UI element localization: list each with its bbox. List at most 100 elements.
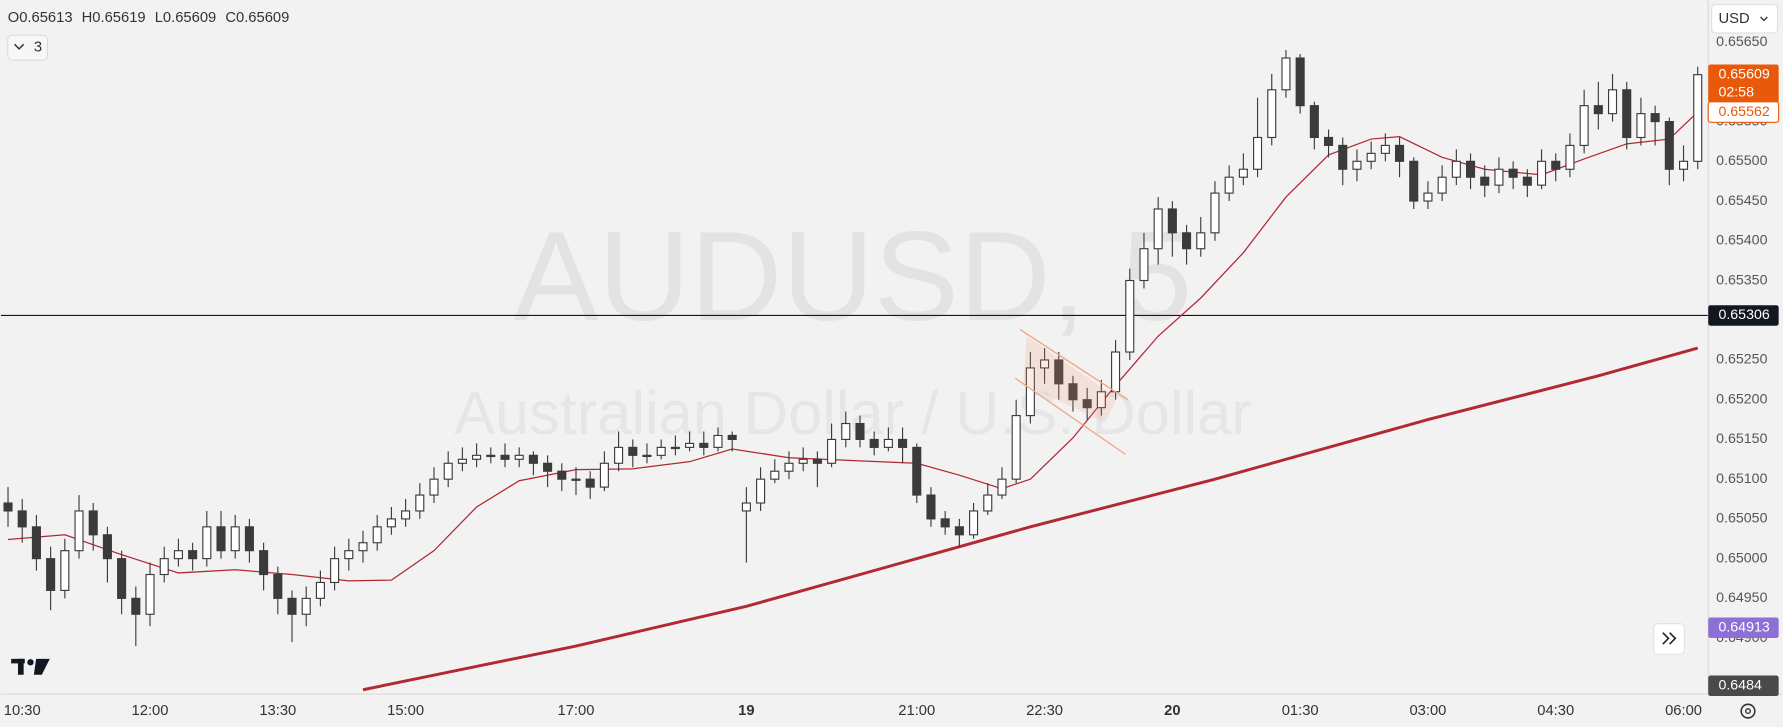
candle-body [1196, 232, 1206, 250]
x-tick-label: 12:00 [132, 703, 169, 719]
chevron-icon [14, 43, 25, 50]
candle-body [784, 462, 794, 472]
candle-body [202, 526, 212, 560]
candle-body [599, 462, 609, 488]
x-tick-label: 10:30 [4, 703, 41, 719]
countdown-label: 02:58 [1718, 85, 1754, 101]
candle-body [145, 573, 155, 615]
candle-body [1551, 160, 1561, 170]
ohlc-label: O [8, 10, 19, 26]
candle-body [88, 510, 98, 536]
candle-body [898, 438, 908, 448]
candle-body [756, 478, 766, 504]
double-chevron-icon [1662, 632, 1677, 645]
candle-body [1607, 89, 1618, 115]
settings-button[interactable] [1740, 703, 1756, 719]
y-tick-label: 0.65000 [1716, 550, 1767, 566]
candle-body [1522, 176, 1532, 186]
y-tick-label: 0.65250 [1716, 352, 1767, 368]
candle-body [685, 442, 695, 448]
candle-body [131, 597, 141, 615]
candle-body [102, 534, 112, 560]
candle-body [670, 446, 680, 450]
y-tick-label: 0.65500 [1716, 153, 1767, 169]
candle-body [472, 454, 482, 460]
candle-body [1054, 359, 1064, 385]
y-tick-label: 0.65350 [1716, 272, 1767, 288]
candle-body [1167, 208, 1177, 234]
flag-pattern-line [1019, 328, 1129, 401]
candle-body [1395, 144, 1405, 162]
candle-body [983, 494, 993, 512]
candle-body [315, 581, 325, 599]
candle-body [443, 462, 453, 480]
candle-body [1096, 391, 1106, 409]
y-tick-label: 0.65150 [1716, 431, 1767, 447]
candle-body [642, 454, 652, 458]
candle-body [216, 526, 226, 552]
candle-body [1565, 144, 1575, 170]
y-tick-label: 0.65450 [1716, 193, 1767, 209]
candle-body [287, 597, 297, 615]
candle-body [1224, 176, 1234, 194]
ohlc-label: L [155, 10, 163, 26]
candle-body [1295, 57, 1305, 107]
candle-body [557, 470, 567, 480]
candle-body [1309, 105, 1319, 139]
ohlc-legend: O0.65613 H0.65619 L0.65609 C0.65609 [8, 10, 290, 26]
ohlc-value: 0.65619 [92, 10, 145, 26]
candle-body [827, 438, 837, 464]
candle-body [1139, 248, 1149, 282]
x-tick-label: 22:30 [1026, 703, 1063, 719]
price-badges: 0.65609 02:58 0.65562 0.65306 0.64913 0.6484 [1707, 64, 1780, 696]
x-tick-label: 20 [1164, 703, 1180, 719]
candle-body [1040, 359, 1050, 369]
candle-body [1622, 89, 1632, 139]
candle-body [429, 478, 439, 496]
flag-pattern-line [1014, 377, 1126, 455]
candle-body [656, 446, 666, 456]
scroll-to-realtime-button[interactable] [1653, 623, 1685, 655]
candle-body [1664, 121, 1674, 170]
watermark-symbol: AUDUSD, 5 [514, 205, 1193, 347]
candle-body [1579, 105, 1589, 146]
candle-body [1650, 113, 1660, 123]
indicators-toggle[interactable] [7, 34, 49, 61]
y-tick-label: 0.64950 [1716, 590, 1767, 606]
x-tick-label: 17:00 [558, 703, 595, 719]
ohlc-label: H [82, 10, 93, 26]
candle-body [940, 518, 950, 528]
candle-body [457, 458, 467, 464]
candle-body [46, 558, 56, 591]
price-badge [1708, 64, 1779, 104]
candle-body [1480, 176, 1490, 186]
x-tick-label: 21:00 [898, 703, 935, 719]
candle-body [301, 597, 311, 615]
candle-body [969, 510, 979, 536]
candle-body [841, 422, 851, 441]
candle-body [926, 494, 936, 520]
candle-body [543, 462, 553, 472]
currency-label: USD [1718, 11, 1749, 27]
x-tick-label: 03:00 [1409, 703, 1446, 719]
candle-body [628, 446, 638, 456]
currency-select[interactable] [1711, 3, 1779, 34]
candle-body [1281, 57, 1291, 91]
candle-body [1210, 192, 1220, 234]
x-tick-label: 06:00 [1665, 703, 1702, 719]
candle-body [1125, 279, 1135, 353]
candle-body [1352, 160, 1362, 170]
price-badge-label: 0.6484 [1718, 678, 1762, 694]
candle-body [571, 478, 581, 481]
candle-body [954, 526, 964, 536]
candle-body [159, 558, 169, 576]
chevron-icon [1760, 16, 1768, 22]
x-tick-label: 01:30 [1282, 703, 1319, 719]
candle-body [1494, 168, 1504, 186]
candle-body [1466, 160, 1476, 178]
candle-body [3, 502, 13, 512]
candle-body [372, 526, 382, 544]
